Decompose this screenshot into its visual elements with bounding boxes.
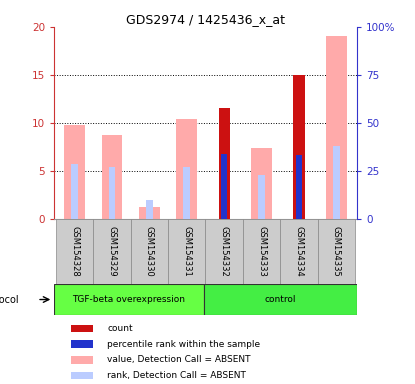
Bar (71, 340, 93, 348)
Bar (326, 36, 347, 219)
Bar (293, 75, 305, 219)
Bar (71, 372, 93, 379)
Text: GSM154332: GSM154332 (220, 226, 229, 277)
Text: GSM154329: GSM154329 (107, 226, 117, 277)
Text: control: control (264, 295, 296, 304)
Bar (251, 148, 272, 219)
Bar (258, 175, 265, 219)
Bar (205, 219, 243, 284)
Text: GSM154333: GSM154333 (257, 226, 266, 277)
Text: GSM154335: GSM154335 (332, 226, 341, 277)
Bar (333, 146, 340, 219)
Bar (168, 219, 205, 284)
Bar (221, 154, 227, 219)
Title: GDS2974 / 1425436_x_at: GDS2974 / 1425436_x_at (126, 13, 285, 26)
Text: percentile rank within the sample: percentile rank within the sample (107, 340, 260, 349)
Bar (93, 219, 131, 284)
Bar (71, 356, 93, 364)
Bar (317, 219, 355, 284)
Text: TGF-beta overexpression: TGF-beta overexpression (72, 295, 185, 304)
Bar (54, 284, 203, 315)
Bar (64, 125, 85, 219)
Bar (295, 155, 302, 219)
Text: rank, Detection Call = ABSENT: rank, Detection Call = ABSENT (107, 371, 246, 380)
Bar (109, 167, 115, 219)
Bar (56, 219, 93, 284)
Bar (183, 167, 190, 219)
Text: GSM154334: GSM154334 (294, 226, 303, 277)
Bar (146, 200, 153, 219)
Bar (280, 219, 317, 284)
Text: count: count (107, 324, 133, 333)
Bar (139, 207, 160, 219)
Bar (131, 219, 168, 284)
Text: GSM154331: GSM154331 (182, 226, 191, 277)
Text: GSM154330: GSM154330 (145, 226, 154, 277)
Bar (219, 108, 230, 219)
Text: protocol: protocol (0, 295, 18, 305)
Text: GSM154328: GSM154328 (70, 226, 79, 277)
Text: value, Detection Call = ABSENT: value, Detection Call = ABSENT (107, 355, 251, 364)
Bar (203, 284, 357, 315)
Bar (176, 119, 197, 219)
Bar (243, 219, 280, 284)
Bar (71, 324, 93, 333)
Bar (71, 164, 78, 219)
Bar (102, 136, 122, 219)
